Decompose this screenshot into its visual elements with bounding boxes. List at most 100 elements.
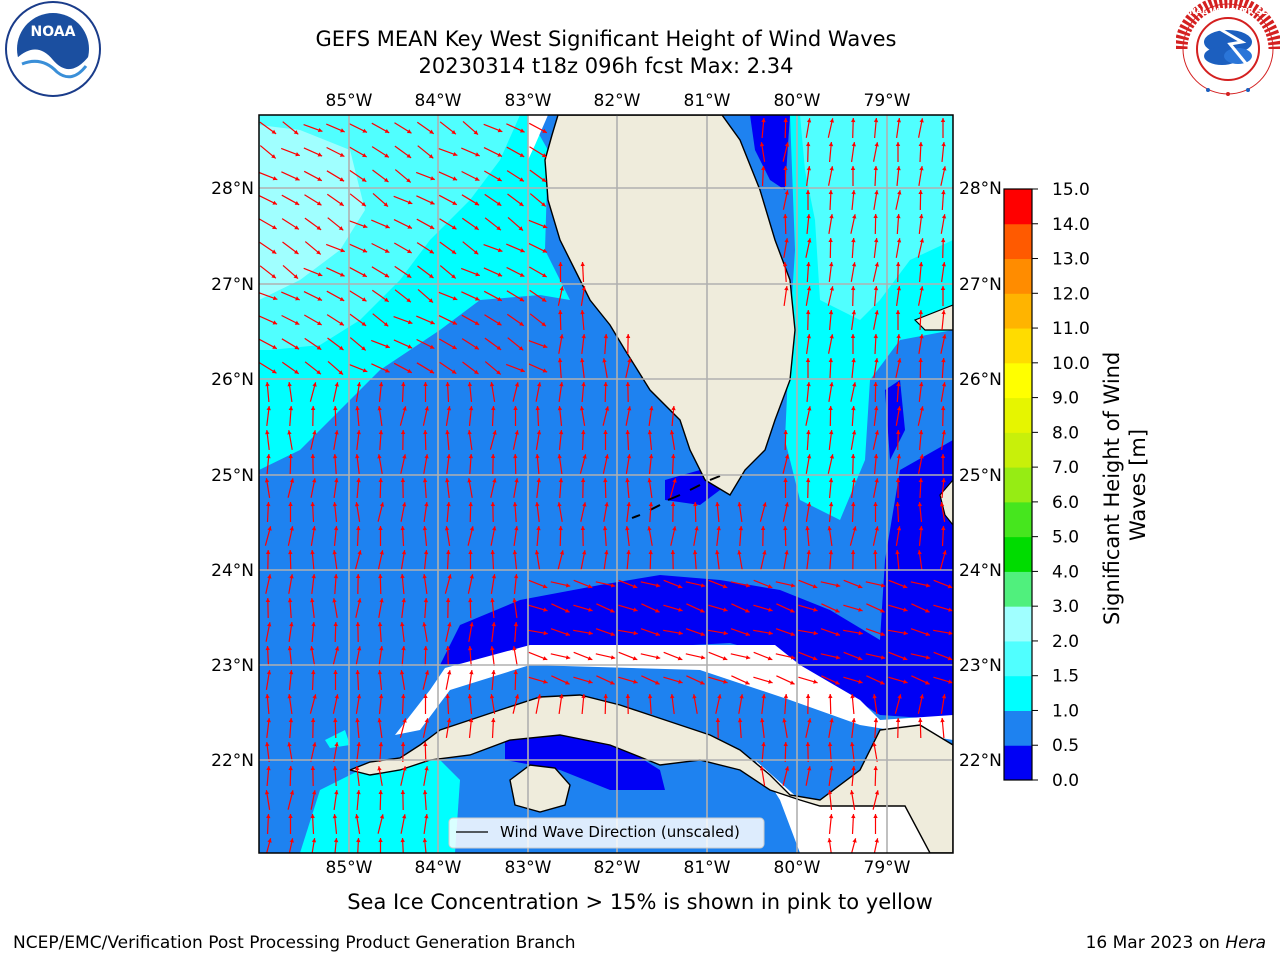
- wave-direction-arrow: [416, 362, 435, 374]
- wave-direction-arrow: [400, 741, 406, 763]
- wave-direction-arrow: [895, 406, 902, 426]
- wave-direction-arrow: [259, 362, 277, 374]
- wave-direction-arrow: [266, 501, 271, 523]
- wave-direction-arrow: [805, 525, 810, 547]
- wave-direction-arrow: [828, 141, 834, 163]
- wave-direction-arrow: [851, 285, 856, 307]
- colorbar-tick-label: 2.0: [1052, 632, 1079, 652]
- wave-direction-arrow: [467, 382, 473, 402]
- wave-direction-arrow: [446, 501, 451, 523]
- wave-direction-arrow: [933, 629, 953, 636]
- wave-direction-arrow: [730, 653, 751, 660]
- wave-direction-arrow: [805, 454, 812, 474]
- wave-direction-arrow: [828, 814, 834, 834]
- wave-direction-arrow: [266, 765, 271, 787]
- wave-direction-arrow: [806, 334, 811, 354]
- wave-direction-arrow: [445, 597, 451, 619]
- wave-direction-arrow: [310, 598, 315, 618]
- wave-direction-arrow: [401, 381, 406, 403]
- wave-direction-arrow: [941, 525, 946, 547]
- wave-direction-arrow: [933, 676, 953, 684]
- wave-direction-arrow: [288, 502, 293, 522]
- wave-direction-arrow: [416, 218, 435, 230]
- wave-direction-arrow: [416, 195, 435, 205]
- colorbar-swatch: [1004, 571, 1032, 607]
- lat-label-left: 26°N: [211, 370, 254, 390]
- wave-direction-arrow: [483, 244, 503, 253]
- wave-direction-arrow: [400, 573, 405, 595]
- wave-direction-arrow: [896, 118, 901, 138]
- wave-direction-arrow: [377, 766, 383, 786]
- wave-direction-arrow: [445, 622, 452, 642]
- wave-direction-arrow: [333, 573, 339, 595]
- wave-direction-arrow: [671, 453, 676, 475]
- wave-direction-arrow: [625, 477, 630, 499]
- noaa-logo: NOAA: [5, 1, 101, 97]
- wave-direction-arrow: [843, 629, 863, 636]
- wave-direction-arrow: [798, 604, 818, 612]
- wave-direction-arrow: [602, 406, 610, 426]
- wave-direction-arrow: [618, 676, 638, 684]
- wave-direction-arrow: [603, 550, 609, 570]
- lon-label-bottom: 81°W: [684, 858, 731, 878]
- wave-direction-arrow: [490, 549, 495, 571]
- wave-direction-arrow: [888, 629, 908, 636]
- wave-direction-arrow: [266, 453, 271, 475]
- footer-date: 16 Mar 2023 on Hera: [1086, 933, 1266, 953]
- colorbar-swatch: [1004, 362, 1032, 399]
- wave-direction-arrow: [850, 382, 857, 402]
- wave-direction-arrow: [873, 358, 879, 378]
- wave-direction-arrow: [422, 789, 428, 811]
- wave-direction-arrow: [940, 694, 947, 714]
- wave-direction-arrow: [371, 122, 390, 134]
- wave-direction-arrow: [843, 579, 863, 589]
- wave-direction-arrow: [873, 814, 878, 834]
- wave-direction-arrow: [843, 604, 863, 612]
- wave-direction-arrow: [731, 675, 750, 685]
- wave-direction-arrow: [400, 525, 405, 547]
- wave-direction-arrow: [603, 333, 609, 355]
- wave-direction-arrow: [484, 337, 502, 351]
- wave-direction-arrow: [378, 598, 384, 618]
- wave-direction-arrow: [872, 742, 878, 762]
- wave-direction-arrow: [783, 286, 789, 306]
- wave-direction-arrow: [356, 477, 361, 499]
- wave-direction-arrow: [851, 765, 856, 787]
- lon-label-bottom: 84°W: [415, 858, 462, 878]
- wave-direction-arrow: [490, 574, 497, 594]
- wave-direction-arrow: [535, 694, 542, 714]
- wave-direction-arrow: [281, 194, 300, 206]
- lat-label-right: 25°N: [959, 466, 1002, 486]
- wave-direction-arrow: [828, 502, 834, 522]
- wave-direction-arrow: [798, 629, 818, 636]
- wave-direction-arrow: [775, 653, 796, 660]
- wave-direction-arrow: [535, 382, 542, 402]
- wave-direction-arrow: [805, 693, 811, 715]
- wave-direction-arrow: [708, 676, 728, 684]
- map-legend: Wind Wave Direction (unscaled): [448, 817, 765, 849]
- wave-direction-arrow: [332, 550, 338, 570]
- wave-direction-arrow: [445, 670, 452, 690]
- colorbar-tick-label: 7.0: [1052, 458, 1079, 478]
- wave-direction-arrow: [348, 220, 368, 229]
- wave-direction-arrow: [483, 267, 503, 277]
- wave-direction-arrow: [625, 693, 631, 715]
- wave-direction-arrow: [851, 405, 856, 427]
- wave-direction-arrow: [333, 717, 338, 739]
- wave-direction-arrow: [259, 195, 278, 205]
- wave-direction-arrow: [491, 669, 496, 691]
- wave-direction-arrow: [753, 651, 773, 661]
- wave-direction-arrow: [918, 261, 924, 283]
- wave-direction-arrow: [371, 289, 390, 303]
- wave-direction-arrow: [393, 195, 413, 205]
- wave-direction-arrow: [400, 837, 405, 853]
- wave-direction-arrow: [266, 813, 271, 835]
- wave-direction-arrow: [596, 603, 615, 613]
- wave-direction-arrow: [872, 430, 879, 450]
- wave-direction-arrow: [326, 290, 345, 302]
- wave-direction-arrow: [462, 120, 479, 136]
- wave-direction-arrow: [491, 405, 496, 427]
- wave-direction-arrow: [438, 194, 458, 206]
- wave-direction-arrow: [356, 789, 361, 811]
- wave-direction-arrow: [400, 622, 405, 642]
